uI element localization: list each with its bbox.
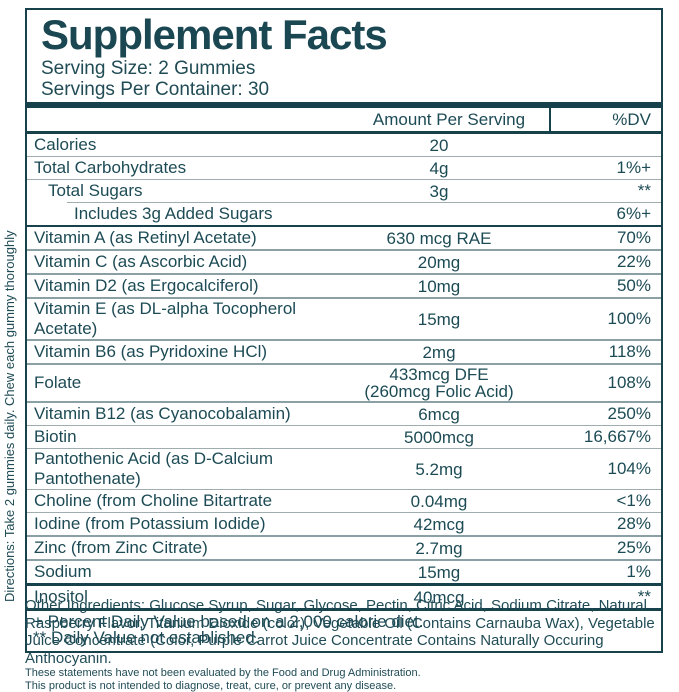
nutrient-amount: 10mg bbox=[339, 278, 539, 295]
nutrient-name: Zinc (from Zinc Citrate) bbox=[27, 538, 339, 558]
nutrient-dv: 1% bbox=[539, 562, 661, 582]
table-header-row: Amount Per Serving %DV bbox=[27, 108, 661, 131]
nutrient-row: Pantothenic Acid (as D-Calcium Pantothen… bbox=[27, 449, 661, 489]
nutrient-dv: 50% bbox=[539, 276, 661, 296]
nutrient-amount: 15mg bbox=[339, 564, 539, 581]
nutrient-name: Vitamin C (as Ascorbic Acid) bbox=[27, 252, 339, 272]
nutrient-name: Includes 3g Added Sugars bbox=[27, 204, 339, 224]
nutrient-dv: 28% bbox=[539, 514, 661, 534]
nutrient-name: Iodine (from Potassium Iodide) bbox=[27, 514, 339, 534]
nutrient-dv: 1%+ bbox=[539, 158, 661, 178]
nutrient-amount: 42mcg bbox=[339, 516, 539, 533]
title-block: Supplement Facts Serving Size: 2 Gummies… bbox=[27, 10, 661, 102]
nutrient-dv: 22% bbox=[539, 252, 661, 272]
nutrient-amount: 2mg bbox=[339, 344, 539, 361]
nutrient-amount: 2.7mg bbox=[339, 540, 539, 557]
nutrient-dv: 108% bbox=[539, 373, 661, 393]
nutrient-amount: 15mg bbox=[339, 311, 539, 328]
nutrient-dv: 25% bbox=[539, 538, 661, 558]
nutrient-name: Calories bbox=[27, 135, 339, 155]
nutrient-amount: 630 mcg RAE bbox=[339, 230, 539, 247]
header-amount-per-serving: Amount Per Serving bbox=[349, 108, 549, 131]
nutrient-amount: 433mcg DFE(260mcg Folic Acid) bbox=[339, 366, 539, 400]
nutrient-amount: 5.2mg bbox=[339, 461, 539, 478]
nutrient-name: Biotin bbox=[27, 427, 339, 447]
nutrient-dv: 16,667% bbox=[539, 427, 661, 447]
other-ingredients-paragraph: Other Ingredients: Glucose Syrup, Sugar,… bbox=[25, 597, 657, 667]
nutrient-dv: <1% bbox=[539, 491, 661, 511]
nutrient-dv: 118% bbox=[539, 342, 661, 362]
nutrient-dv: 250% bbox=[539, 404, 661, 424]
nutrient-amount: 0.04mg bbox=[339, 493, 539, 510]
nutrient-name: Folate bbox=[27, 373, 339, 393]
nutrient-name: Vitamin B6 (as Pyridoxine HCl) bbox=[27, 342, 339, 362]
nutrient-name: Sodium bbox=[27, 562, 339, 582]
nutrient-amount: 6mcg bbox=[339, 406, 539, 423]
nutrient-amount: 20 bbox=[339, 137, 539, 154]
nutrient-name: Choline (from Choline Bitartrate bbox=[27, 491, 339, 511]
nutrient-row: Includes 3g Added Sugars 6%+ bbox=[27, 203, 661, 225]
nutrient-name: Pantothenic Acid (as D-Calcium Pantothen… bbox=[27, 449, 339, 489]
servings-per-container-text: Servings Per Container: 30 bbox=[41, 79, 651, 100]
directions-vertical-text: Directions: Take 2 gummies daily. Chew e… bbox=[2, 140, 20, 602]
header-percent-dv: %DV bbox=[549, 108, 661, 131]
nutrient-row: Vitamin A (as Retinyl Acetate)630 mcg RA… bbox=[27, 227, 661, 249]
serving-size-text: Serving Size: 2 Gummies bbox=[41, 58, 651, 79]
supplement-facts-panel: Supplement Facts Serving Size: 2 Gummies… bbox=[25, 8, 663, 653]
nutrient-dv: 6%+ bbox=[539, 204, 661, 224]
panel-title: Supplement Facts bbox=[41, 12, 651, 58]
nutrient-amount: 4g bbox=[339, 160, 539, 177]
nutrient-row: Vitamin E (as DL-alpha Tocopherol Acetat… bbox=[27, 299, 661, 339]
nutrient-name: Total Sugars bbox=[27, 181, 339, 201]
nutrient-dv: ** bbox=[539, 181, 661, 201]
nutrient-amount: 5000mcg bbox=[339, 429, 539, 446]
nutrient-dv: 104% bbox=[539, 459, 661, 479]
nutrient-name: Vitamin A (as Retinyl Acetate) bbox=[27, 228, 339, 248]
nutrient-dv: 70% bbox=[539, 228, 661, 248]
header-name-spacer bbox=[27, 108, 349, 131]
bottom-text-block: Other Ingredients: Glucose Syrup, Sugar,… bbox=[25, 597, 657, 692]
nutrient-name: Vitamin E (as DL-alpha Tocopherol Acetat… bbox=[27, 299, 339, 339]
nutrient-name: Vitamin B12 (as Cyanocobalamin) bbox=[27, 404, 339, 424]
nutrient-amount: 20mg bbox=[339, 254, 539, 271]
disease-disclaimer: This product is not intended to diagnose… bbox=[25, 681, 657, 692]
nutrient-name: Total Carbohydrates bbox=[27, 158, 339, 178]
nutrient-name: Vitamin D2 (as Ergocalciferol) bbox=[27, 276, 339, 296]
fda-disclaimer: These statements have not been evaluated… bbox=[25, 668, 657, 680]
nutrient-dv: 100% bbox=[539, 309, 661, 329]
nutrient-amount: 3g bbox=[339, 183, 539, 200]
